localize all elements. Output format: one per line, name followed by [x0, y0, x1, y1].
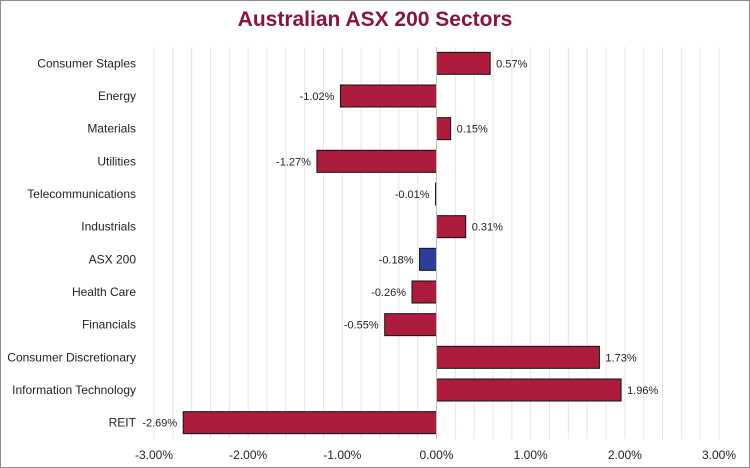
bar: [384, 313, 438, 337]
category-label: Industrials: [81, 220, 136, 234]
data-label: 0.31%: [472, 222, 503, 234]
category-label: Energy: [98, 89, 136, 103]
x-tick-label: 2.00%: [608, 448, 642, 462]
bar: [436, 345, 600, 369]
bar: [436, 215, 467, 239]
category-label: Telecommunications: [27, 187, 136, 201]
category-label: Health Care: [72, 285, 136, 299]
data-label: 0.57%: [496, 58, 527, 70]
x-tick-label: -2.00%: [229, 448, 267, 462]
x-tick-label: 3.00%: [702, 448, 736, 462]
category-label: Utilities: [97, 154, 136, 168]
category-label: Materials: [87, 122, 136, 136]
bar: [436, 378, 622, 402]
x-tick-label: -3.00%: [135, 448, 173, 462]
x-tick-label: 0.00%: [419, 448, 453, 462]
data-label: -0.26%: [371, 287, 406, 299]
bar: [339, 84, 438, 108]
category-label: Consumer Staples: [37, 56, 136, 70]
category-label: Information Technology: [12, 383, 136, 397]
bar: [436, 117, 452, 141]
category-label: REIT: [109, 416, 137, 430]
category-label: Financials: [82, 318, 136, 332]
data-label: 1.73%: [605, 352, 636, 364]
category-label: Consumer Discretionary: [7, 350, 136, 364]
x-tick-label: -1.00%: [323, 448, 361, 462]
bar: [182, 411, 437, 435]
data-label: -2.69%: [142, 418, 177, 430]
data-label: -0.18%: [379, 254, 414, 266]
data-label: -1.02%: [300, 91, 335, 103]
data-label: 0.15%: [457, 124, 488, 136]
bar: [411, 280, 437, 304]
chart-title: Australian ASX 200 Sectors: [237, 8, 513, 31]
category-label: ASX 200: [89, 252, 137, 266]
data-label: -0.01%: [395, 189, 430, 201]
highlight-bar: [419, 247, 437, 271]
x-tick-label: 1.00%: [514, 448, 548, 462]
bar: [436, 51, 491, 75]
data-label: 1.96%: [627, 385, 658, 397]
bar: [316, 149, 437, 173]
data-label: -0.55%: [344, 320, 379, 332]
data-label: -1.27%: [276, 156, 311, 168]
